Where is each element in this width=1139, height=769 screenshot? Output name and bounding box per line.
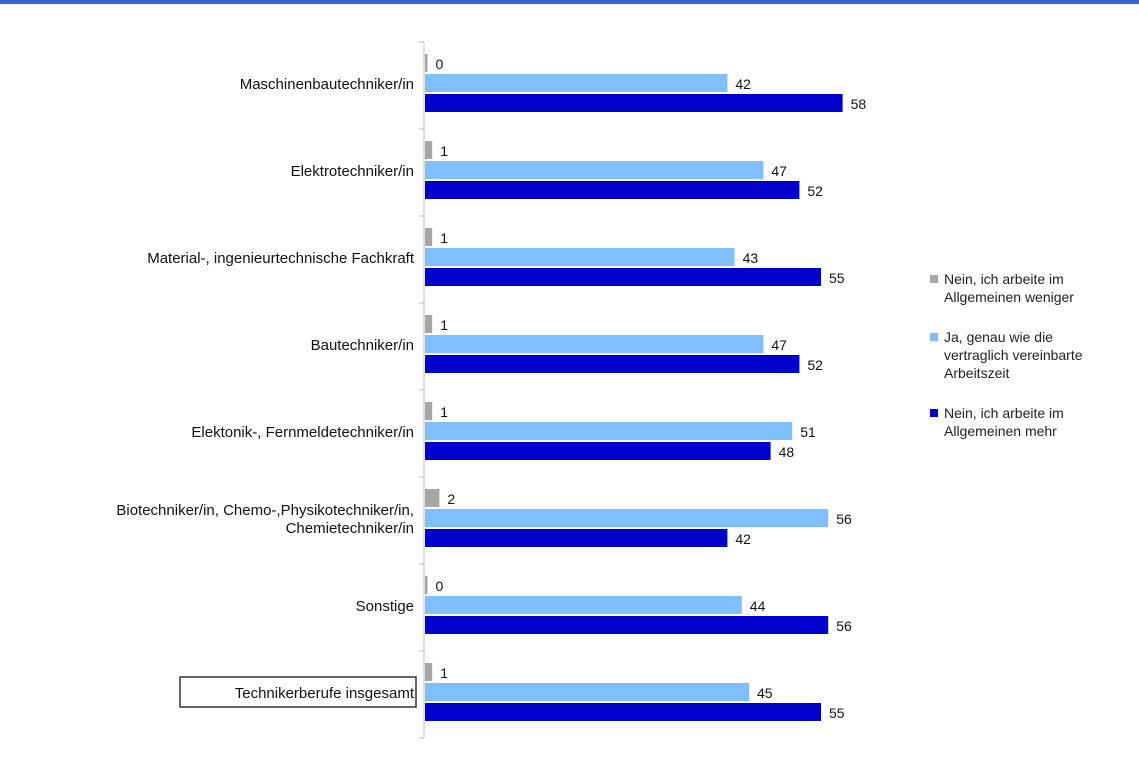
- bar: [425, 335, 764, 353]
- bar: [425, 683, 749, 701]
- bar: [425, 141, 433, 159]
- category-label: Biotechniker/in, Chemo-,Physikotechniker…: [116, 502, 414, 537]
- bar: [425, 402, 433, 420]
- data-label: 1: [440, 404, 448, 420]
- legend-item-more: Nein, ich arbeite im Allgemeinen mehr: [930, 404, 1130, 440]
- data-label: 45: [757, 685, 773, 701]
- data-label: 1: [440, 143, 448, 159]
- data-label: 44: [750, 598, 766, 614]
- data-label: 0: [436, 56, 444, 72]
- bar: [425, 509, 829, 527]
- legend-swatch-less: [930, 275, 938, 283]
- bar: [425, 529, 728, 547]
- data-label: 2: [447, 491, 455, 507]
- data-label: 48: [779, 444, 795, 460]
- bar: [425, 596, 742, 614]
- top-accent-rule: [0, 0, 1139, 4]
- category-label: Bautechniker/in: [311, 337, 414, 354]
- data-label: 47: [771, 163, 787, 179]
- bar: [425, 355, 800, 373]
- legend-label-equal: Ja, genau wie die vertraglich vereinbart…: [944, 329, 1083, 381]
- category-label: Elektonik-, Fernmeldetechniker/in: [191, 424, 414, 441]
- legend-swatch-more: [930, 409, 938, 417]
- data-label: 55: [829, 705, 845, 721]
- legend-label-more: Nein, ich arbeite im Allgemeinen mehr: [944, 405, 1064, 439]
- legend-item-less: Nein, ich arbeite im Allgemeinen weniger: [930, 270, 1130, 306]
- bar: [425, 315, 433, 333]
- bar: [425, 94, 843, 112]
- data-label: 56: [836, 618, 852, 634]
- bar: [425, 489, 440, 507]
- data-label: 56: [836, 511, 852, 527]
- data-label: 1: [440, 230, 448, 246]
- bar: [425, 703, 821, 721]
- data-label: 1: [440, 317, 448, 333]
- bar: [425, 181, 800, 199]
- bar: [425, 663, 433, 681]
- bar: [425, 54, 428, 72]
- legend-swatch-equal: [930, 333, 938, 341]
- data-label: 52: [807, 357, 823, 373]
- data-label: 58: [851, 96, 867, 112]
- category-label: Material-, ingenieurtechnische Fachkraft: [147, 250, 415, 267]
- category-label: Sonstige: [356, 598, 414, 615]
- data-label: 42: [735, 76, 751, 92]
- data-label: 51: [800, 424, 816, 440]
- bar: [425, 576, 428, 594]
- legend-item-equal: Ja, genau wie die vertraglich vereinbart…: [930, 328, 1130, 382]
- bar: [425, 442, 771, 460]
- data-label: 47: [771, 337, 787, 353]
- bar: [425, 422, 793, 440]
- bar: [425, 616, 829, 634]
- category-label: Elektrotechniker/in: [291, 163, 414, 180]
- bar: [425, 161, 764, 179]
- category-label-box: [179, 676, 417, 708]
- legend-label-less: Nein, ich arbeite im Allgemeinen weniger: [944, 271, 1074, 305]
- bar: [425, 248, 735, 266]
- data-label: 42: [735, 531, 751, 547]
- data-label: 43: [743, 250, 759, 266]
- data-label: 52: [807, 183, 823, 199]
- data-label: 1: [440, 665, 448, 681]
- bar: [425, 268, 821, 286]
- bar: [425, 74, 728, 92]
- bar: [425, 228, 433, 246]
- legend: Nein, ich arbeite im Allgemeinen weniger…: [930, 270, 1130, 462]
- category-label: Maschinenbautechniker/in: [240, 76, 414, 93]
- data-label: 55: [829, 270, 845, 286]
- data-label: 0: [436, 578, 444, 594]
- category-label: Technikerberufe insgesamt: [235, 685, 415, 702]
